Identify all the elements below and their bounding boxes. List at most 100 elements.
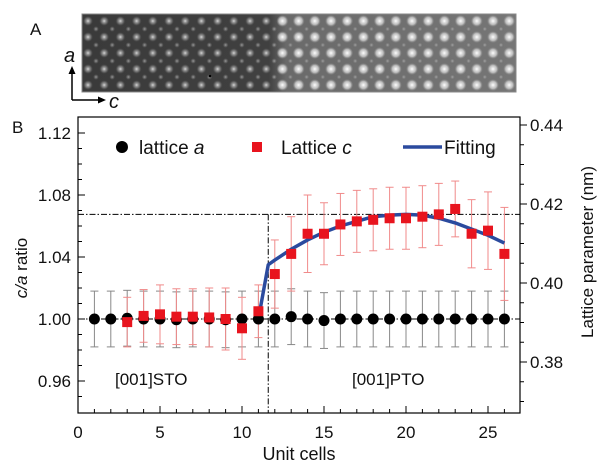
atom-column bbox=[357, 63, 370, 75]
atom-column bbox=[261, 48, 272, 58]
atom-column bbox=[406, 63, 418, 75]
atom-column-minor bbox=[271, 58, 278, 64]
point-lattice-a bbox=[433, 313, 445, 325]
atom-column-minor bbox=[157, 58, 164, 64]
y-right-tick-label: 0.40 bbox=[530, 274, 563, 293]
atom-column-minor bbox=[190, 26, 197, 32]
atom-column-minor bbox=[336, 42, 342, 48]
atom-column-minor bbox=[319, 74, 326, 80]
atom-column-minor bbox=[206, 58, 213, 64]
atom-column bbox=[164, 64, 174, 74]
atom-column bbox=[487, 15, 499, 27]
atom-column-minor bbox=[222, 58, 229, 64]
atom-column-minor bbox=[222, 26, 229, 32]
atom-column-minor bbox=[93, 42, 99, 48]
atom-column bbox=[389, 47, 402, 59]
atom-column-minor bbox=[271, 26, 278, 32]
point-lattice-c bbox=[319, 228, 329, 239]
legend-item-lattice-c: Lattice c bbox=[281, 138, 352, 159]
panel-label-a: A bbox=[30, 20, 42, 39]
atom-column bbox=[212, 32, 223, 42]
atom-column bbox=[373, 47, 386, 59]
atom-column bbox=[196, 80, 207, 90]
point-lattice-a bbox=[449, 313, 461, 325]
atom-column-minor bbox=[222, 74, 229, 80]
atom-column bbox=[228, 48, 239, 58]
atom-column-minor bbox=[481, 42, 488, 48]
x-tick-label: 20 bbox=[397, 423, 416, 442]
plot-frame bbox=[77, 116, 521, 414]
atom-column-minor bbox=[465, 42, 472, 48]
atom-column bbox=[131, 64, 142, 74]
y-left-tick-label: 1.08 bbox=[38, 186, 71, 205]
atom-column bbox=[470, 47, 483, 59]
atom-column-minor bbox=[141, 74, 148, 80]
atom-column bbox=[308, 15, 321, 27]
point-lattice-a bbox=[88, 313, 100, 325]
atom-column bbox=[470, 31, 483, 43]
atom-column bbox=[228, 64, 239, 74]
atom-column-minor bbox=[368, 74, 375, 80]
atom-column bbox=[454, 31, 467, 43]
atom-column bbox=[373, 63, 386, 75]
y-left-tick-label: 1.12 bbox=[38, 124, 71, 143]
atom-column-minor bbox=[417, 42, 423, 48]
point-lattice-c bbox=[138, 310, 149, 321]
point-lattice-a bbox=[302, 313, 314, 325]
atom-column bbox=[503, 47, 516, 59]
atom-column bbox=[325, 15, 337, 27]
atom-column-minor bbox=[417, 58, 423, 64]
atom-column bbox=[212, 80, 223, 90]
atom-column-minor bbox=[93, 74, 99, 80]
atom-column bbox=[180, 48, 191, 58]
point-lattice-a bbox=[236, 313, 248, 325]
arrow-right-icon bbox=[98, 96, 106, 104]
atom-column bbox=[245, 64, 255, 74]
atom-column bbox=[454, 15, 467, 27]
atom-column bbox=[292, 79, 305, 91]
atom-column-minor bbox=[109, 74, 116, 80]
point-lattice-a bbox=[482, 313, 494, 325]
atom-column bbox=[389, 79, 402, 91]
atom-column-minor bbox=[400, 26, 407, 32]
atom-column bbox=[438, 31, 451, 43]
atom-column-minor bbox=[157, 42, 164, 48]
atom-column-minor bbox=[400, 74, 407, 80]
y-right-tick-label: 0.44 bbox=[530, 116, 563, 135]
legend: lattice a Lattice c Fitting bbox=[116, 138, 496, 159]
point-lattice-a bbox=[334, 313, 346, 325]
atom-column-minor bbox=[498, 74, 504, 80]
atom-column bbox=[341, 31, 354, 43]
atom-column-minor bbox=[287, 74, 294, 80]
atom-column-minor bbox=[465, 74, 472, 80]
atom-column-minor bbox=[206, 26, 213, 32]
atom-column bbox=[389, 31, 402, 43]
atom-column-minor bbox=[400, 58, 407, 64]
atom-column bbox=[212, 64, 223, 74]
point-lattice-a bbox=[351, 313, 363, 325]
atom-column-minor bbox=[287, 26, 294, 32]
atom-column bbox=[131, 32, 142, 42]
atom-column bbox=[308, 31, 321, 43]
point-lattice-c bbox=[155, 309, 165, 320]
point-lattice-a bbox=[285, 311, 297, 323]
atom-column bbox=[196, 16, 207, 26]
atom-column-minor bbox=[465, 26, 472, 32]
x-tick-label: 0 bbox=[73, 423, 82, 442]
atom-column bbox=[83, 48, 93, 58]
atom-column-minor bbox=[222, 42, 229, 48]
point-lattice-c bbox=[220, 314, 231, 324]
axis-arrows: a c bbox=[64, 45, 119, 113]
atom-column-minor bbox=[125, 42, 132, 48]
atom-column bbox=[454, 47, 467, 59]
atom-column bbox=[325, 63, 337, 75]
atom-column bbox=[308, 63, 321, 75]
atom-column bbox=[276, 79, 289, 91]
atom-column-minor bbox=[481, 26, 488, 32]
point-lattice-c bbox=[401, 213, 411, 224]
point-lattice-c bbox=[483, 225, 493, 236]
atom-column-minor bbox=[303, 42, 310, 48]
atom-column-minor bbox=[449, 74, 456, 80]
atom-column bbox=[357, 47, 370, 59]
atom-column bbox=[147, 48, 158, 58]
